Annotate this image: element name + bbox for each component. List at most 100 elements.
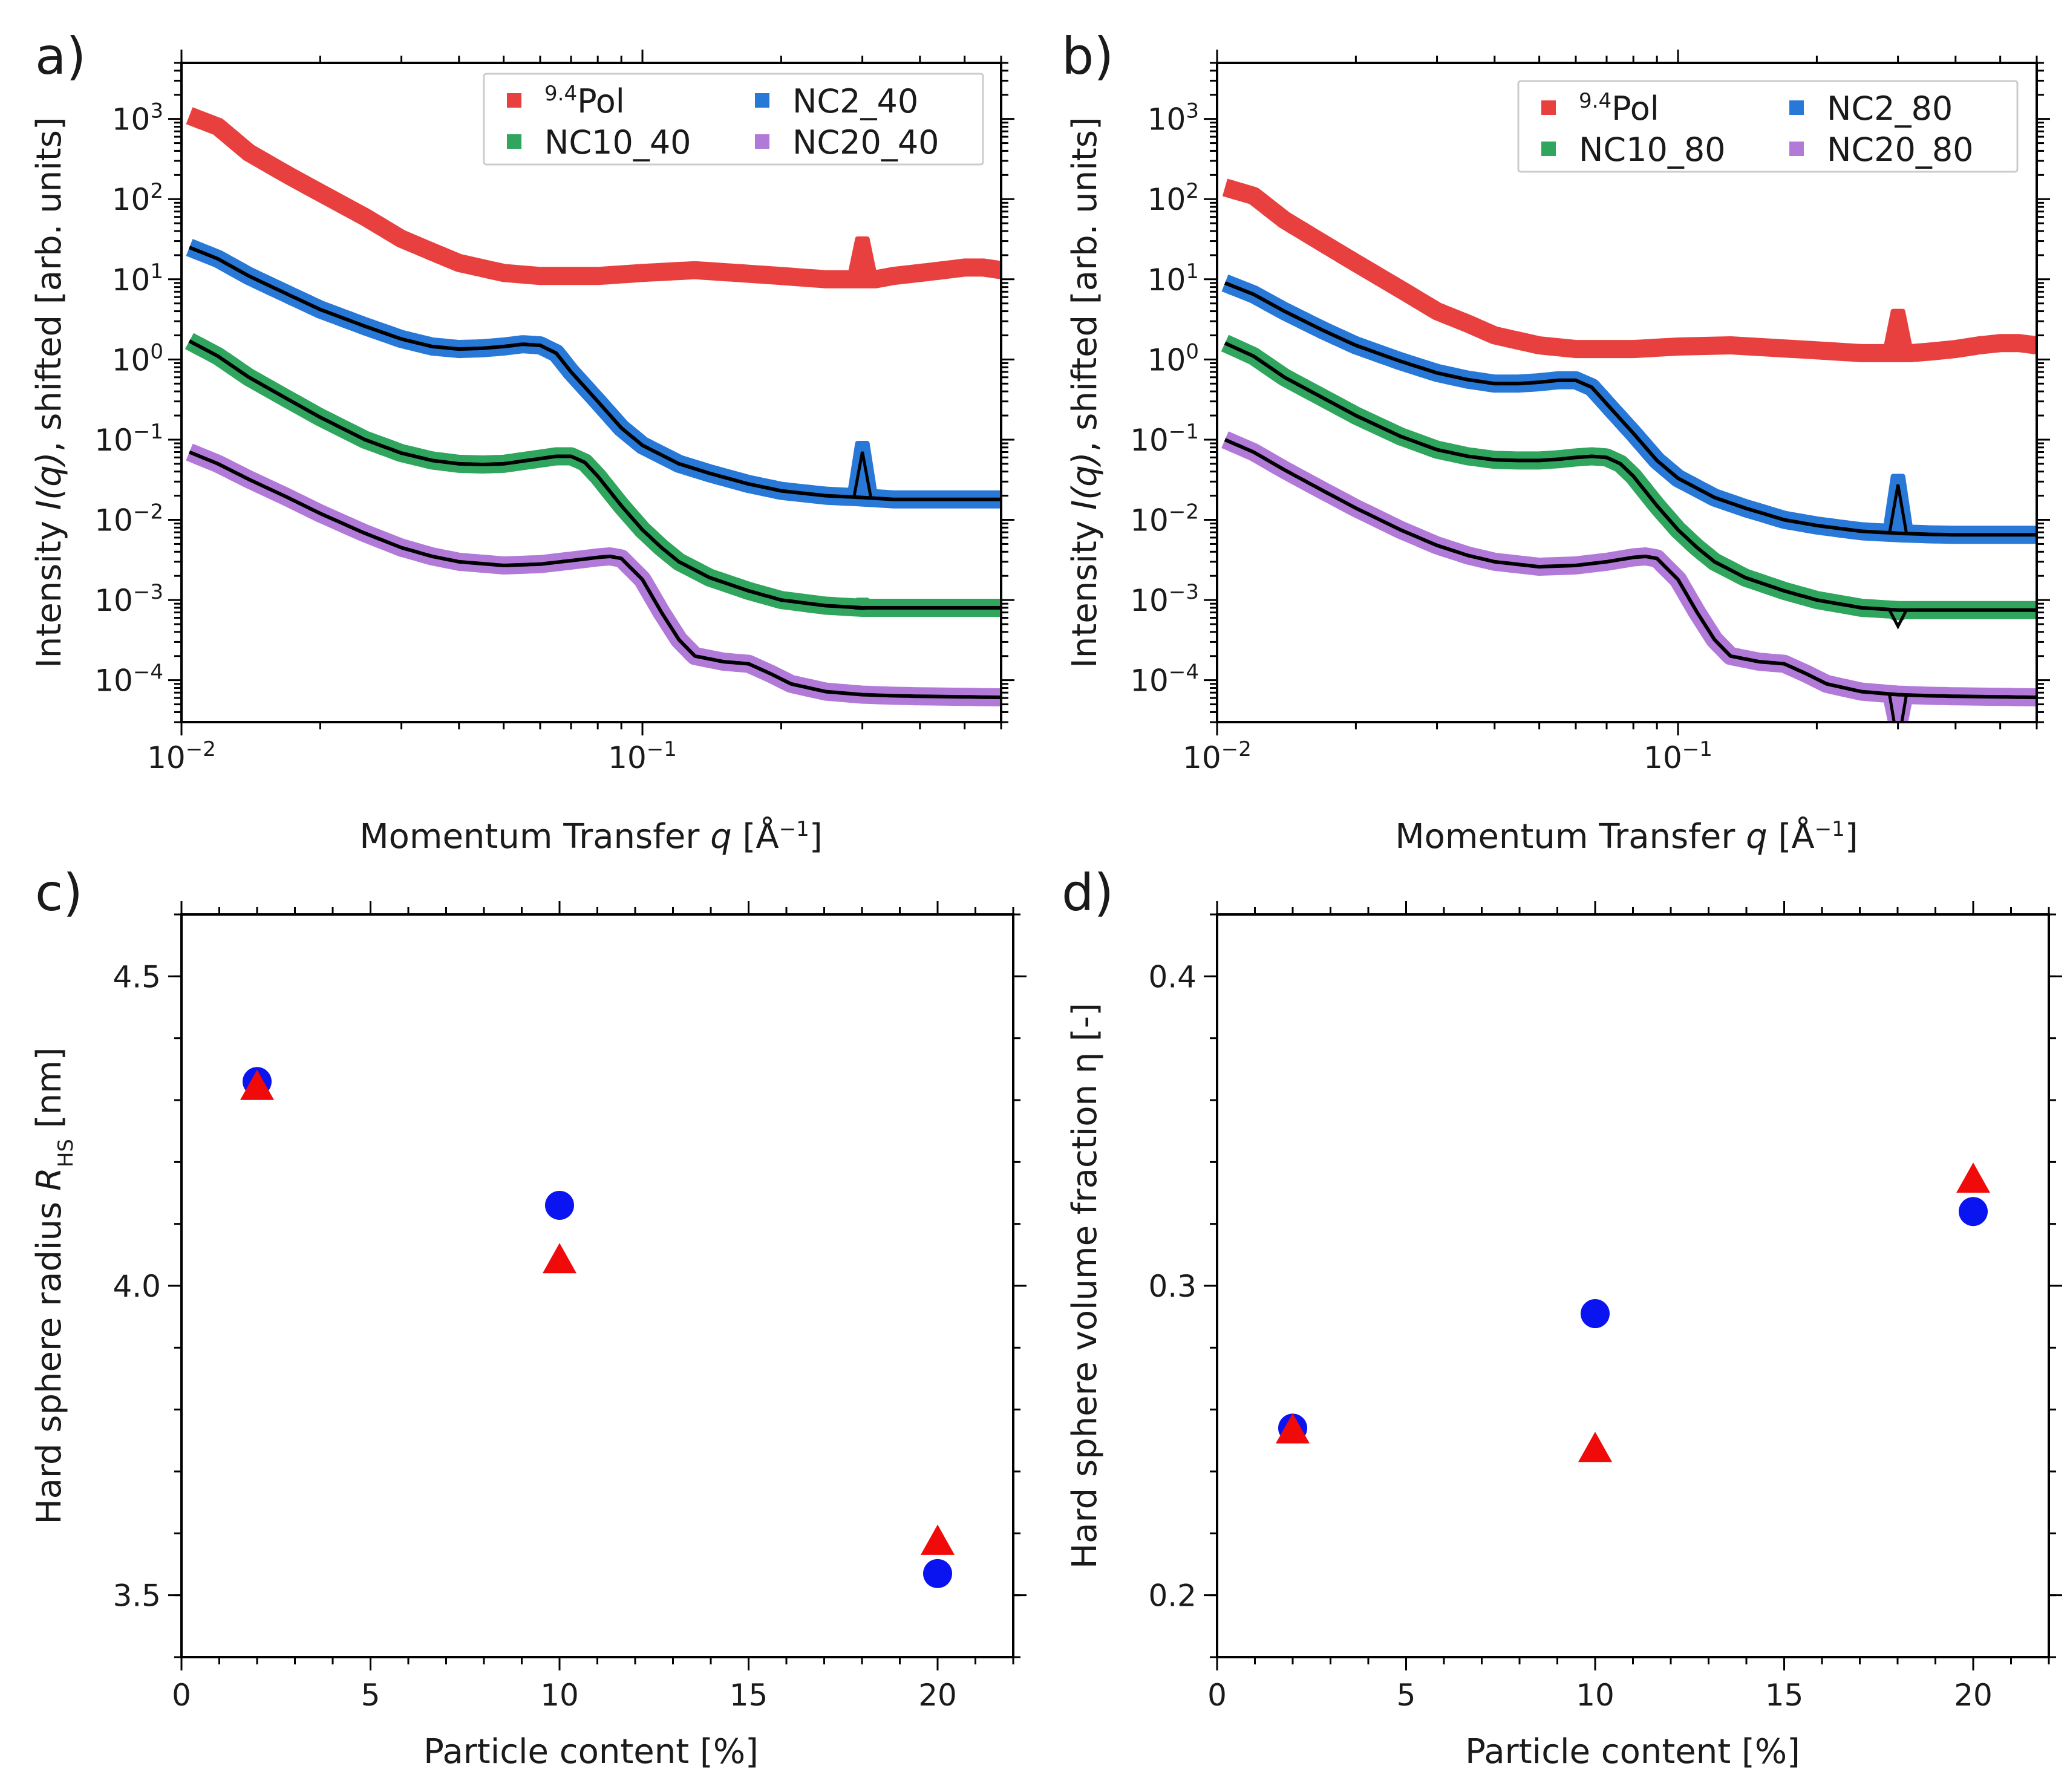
legend-label: NC2_80 [1827, 90, 1953, 128]
y-tick-label: 101 [1148, 259, 1199, 298]
axes-frame [1216, 913, 2050, 1658]
x-tick-label: 20 [918, 1678, 957, 1713]
panel-letter: a) [35, 27, 86, 86]
y-tick-label-part-0: 10 [112, 182, 151, 217]
y-tick-label-part-1: −2 [133, 500, 163, 524]
legend-marker [755, 134, 769, 149]
legend-label: NC20_40 [792, 123, 939, 161]
y-tick-label-part-1: 0 [150, 339, 163, 363]
series-nc2-40-peak-fit [852, 451, 873, 498]
triangle-point [1956, 1162, 1990, 1193]
legend-label-part-0: 9.4 [544, 82, 577, 106]
y-axis-label-part-3: [nm] [30, 1047, 69, 1139]
legend: 9.4Pol NC2_40 NC10_40 NC20_40 [483, 73, 984, 166]
x-axis-label: Momentum Transfer q [Å−1] [359, 816, 822, 856]
circle-point [1581, 1299, 1610, 1329]
y-tick-label: 0.2 [1148, 1579, 1197, 1614]
series-nc20-80-fit [1224, 438, 2037, 700]
x-axis-label-part-3: −1 [779, 817, 809, 841]
x-tick-label: 5 [361, 1678, 380, 1713]
series-nc20-80-peak [1882, 692, 1914, 722]
axes-frame [180, 913, 1014, 1658]
y-axis-label-part-0: Intensity [1065, 510, 1105, 668]
series-pol-data [183, 107, 1001, 288]
panel-b: b)10−2 10−110310210110010−110−210−310−4Mo… [1062, 27, 2050, 856]
x-tick-label-part-0: 10 [608, 740, 647, 775]
y-tick-label: 4.5 [113, 959, 161, 994]
y-axis-label-part-2: HS [54, 1139, 78, 1167]
series-nc20-40-fit [188, 450, 1001, 700]
triangle-point [921, 1524, 955, 1555]
y-tick-label-part-0: 10 [94, 503, 133, 538]
series-pol-peak [846, 236, 878, 282]
y-axis-label-part-1: I(q) [1065, 452, 1105, 510]
series-nc10-80-fit [1224, 341, 2037, 612]
y-tick-label-part-0: 10 [94, 663, 133, 699]
x-axis-label-part-3: −1 [1815, 817, 1845, 841]
panel-c: c) 0 5 10 15 20 3.5 4.0 4.5 Particle content [%] H… [30, 863, 1027, 1771]
axes-frame [1216, 62, 2038, 723]
x-tick-label: 20 [1954, 1678, 1993, 1713]
x-axis-label-part-2: [Å [1768, 816, 1815, 856]
y-tick-label-part-1: −2 [1169, 500, 1199, 524]
y-tick-label-part-1: 0 [1186, 339, 1199, 363]
y-tick-label-part-1: 3 [1186, 99, 1199, 123]
y-tick-label: 102 [112, 179, 163, 217]
y-tick-label-part-0: 10 [112, 262, 151, 298]
x-tick-label: 10 [540, 1678, 579, 1713]
y-tick-label: 10−4 [1130, 660, 1199, 699]
y-tick-label: 103 [112, 99, 163, 137]
legend-box [1517, 80, 2019, 173]
y-tick-label-part-0: 10 [94, 583, 133, 618]
legend-marker [507, 93, 521, 108]
series-nc20-80-peak-fit [1888, 694, 1908, 722]
x-axis-label-part-0: Momentum Transfer [1395, 817, 1746, 856]
legend-label-part-1: Pol [577, 82, 625, 120]
legend-label-part-1: Pol [1611, 90, 1659, 128]
y-tick-label-part-1: 1 [150, 259, 163, 284]
circle-point [923, 1559, 952, 1588]
series-nc10-40-fit [188, 339, 1001, 610]
plot-area [1276, 1162, 1990, 1462]
legend-marker [507, 134, 521, 149]
y-tick-label-part-0: 10 [1148, 262, 1186, 298]
x-tick-label-part-1: −1 [1682, 737, 1712, 761]
x-tick-label-part-0: 10 [1183, 740, 1221, 775]
circle-point [545, 1190, 574, 1220]
x-tick-label: 0 [1207, 1678, 1227, 1713]
y-tick-label: 10−1 [94, 420, 163, 458]
x-axis-label-part-4: ] [809, 817, 823, 856]
y-tick-label: 0.4 [1148, 959, 1197, 994]
y-axis-label-part-1: R [30, 1167, 69, 1191]
x-tick-label: 10−1 [608, 737, 677, 775]
panel-d: d) 0 5 10 15 20 0.2 0.3 0.4 Particle content [%] H… [1062, 863, 2062, 1771]
panel-letter: d) [1062, 863, 1114, 922]
y-axis-label: Intensity I(q), shifted [arb. units] [30, 117, 69, 668]
legend-marker [1541, 100, 1556, 115]
y-axis-label-group: Intensity I(q), shifted [arb. units] [30, 117, 69, 668]
y-axis-label-group: Hard sphere radius RHS [nm] [30, 1047, 78, 1524]
y-tick-label: 102 [1148, 179, 1199, 217]
legend-marker [1789, 142, 1804, 156]
y-tick-label-part-1: 3 [150, 99, 163, 123]
legend-label: NC10_80 [1579, 131, 1726, 169]
circle-point [1959, 1197, 1988, 1227]
legend-marker [755, 93, 769, 108]
y-tick-label-part-0: 10 [1130, 423, 1169, 458]
y-tick-label: 10−4 [94, 660, 163, 699]
y-tick-label-part-1: −3 [133, 580, 163, 604]
y-axis-label-part-0: Intensity [30, 510, 69, 668]
y-axis-label-part-2: , shifted [arb. units] [30, 117, 69, 452]
triangle-point [543, 1243, 576, 1274]
y-tick-label-part-0: 10 [1148, 102, 1186, 137]
series-nc20-40-data [183, 443, 1001, 707]
triangle-point [240, 1069, 274, 1100]
triangle-point [1276, 1413, 1310, 1444]
y-tick-label-part-0: 10 [1130, 663, 1169, 699]
y-tick-label-part-1: −3 [1169, 580, 1199, 604]
legend-label: NC10_40 [544, 123, 691, 161]
legend: 9.4Pol NC2_80 NC10_80 NC20_80 [1517, 80, 2019, 173]
y-tick-label: 10−3 [1130, 580, 1199, 618]
y-tick-label: 3.5 [113, 1579, 161, 1614]
panel-a: a)10−2 10−110310210110010−110−210−310−4Mo… [30, 27, 1014, 856]
